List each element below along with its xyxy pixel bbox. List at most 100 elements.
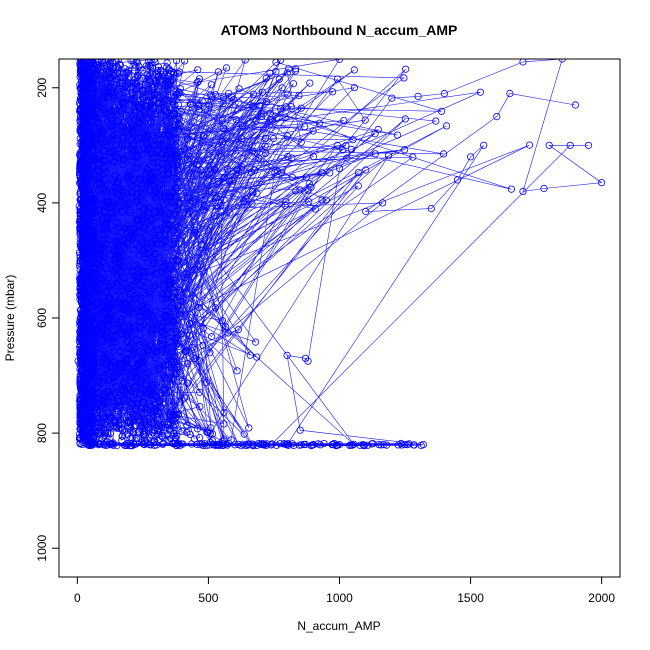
data-point <box>85 385 93 393</box>
data-point <box>191 266 199 274</box>
data-point <box>132 125 140 133</box>
data-point <box>156 403 164 411</box>
data-point <box>171 244 179 252</box>
data-point <box>129 139 137 147</box>
data-point <box>181 347 190 355</box>
data-point <box>271 169 279 177</box>
data-point <box>151 250 159 258</box>
data-point <box>388 94 396 102</box>
data-point <box>108 122 116 130</box>
data-point <box>165 373 173 381</box>
data-point <box>333 75 342 83</box>
data-point <box>140 398 148 406</box>
data-point <box>103 289 111 297</box>
data-point <box>165 280 174 288</box>
data-point <box>175 200 183 208</box>
data-point <box>302 173 311 181</box>
data-point <box>249 102 257 111</box>
data-point <box>169 401 177 409</box>
data-point <box>195 100 203 109</box>
data-point <box>135 62 143 70</box>
data-point <box>154 145 162 154</box>
data-point <box>86 204 94 212</box>
data-point <box>165 418 173 426</box>
data-point <box>156 383 164 391</box>
data-point <box>77 184 86 192</box>
data-point <box>89 77 97 85</box>
data-point <box>168 301 176 309</box>
data-point <box>77 196 85 204</box>
data-point <box>138 247 146 255</box>
data-point <box>401 115 409 123</box>
data-point <box>127 301 136 309</box>
data-point <box>164 266 172 275</box>
data-point <box>188 132 196 141</box>
data-point <box>172 175 180 183</box>
data-point <box>211 166 219 174</box>
data-point <box>107 107 115 115</box>
data-point <box>189 198 197 206</box>
data-point <box>109 64 117 72</box>
data-point <box>159 165 167 173</box>
data-point <box>133 382 141 390</box>
data-point <box>149 119 158 127</box>
data-point <box>117 365 125 373</box>
data-point <box>89 140 97 148</box>
data-point <box>196 402 204 411</box>
data-point <box>76 249 84 257</box>
data-point <box>132 59 140 66</box>
data-point <box>91 140 99 148</box>
data-point <box>80 147 88 155</box>
data-point <box>126 168 134 176</box>
data-point <box>127 426 135 435</box>
data-point <box>93 373 102 381</box>
data-point <box>138 375 146 383</box>
data-point <box>158 346 166 354</box>
data-point <box>76 257 85 265</box>
data-point <box>275 75 283 83</box>
data-point <box>145 204 153 212</box>
data-point <box>137 359 145 367</box>
data-point <box>211 195 219 203</box>
data-point <box>77 228 85 236</box>
data-point <box>107 440 115 449</box>
data-point <box>220 420 228 428</box>
data-point <box>89 366 98 374</box>
data-point <box>155 240 163 248</box>
data-point <box>154 138 162 146</box>
data-point <box>208 430 217 438</box>
data-point <box>153 141 161 150</box>
data-point <box>139 409 147 418</box>
data-point <box>181 273 189 282</box>
data-point <box>131 282 139 290</box>
data-point <box>322 196 330 204</box>
data-point <box>158 433 166 441</box>
data-point <box>81 83 89 92</box>
data-point <box>104 312 112 321</box>
data-point <box>79 102 87 110</box>
data-point <box>262 134 270 142</box>
data-point <box>172 90 181 98</box>
data-point <box>339 146 347 154</box>
data-point <box>96 201 104 209</box>
data-point <box>140 283 148 291</box>
data-point <box>124 343 133 352</box>
data-point <box>161 213 169 221</box>
data-point <box>99 380 107 388</box>
data-point <box>122 157 130 165</box>
data-point <box>121 373 129 381</box>
data-point <box>81 335 89 343</box>
data-point <box>269 134 278 143</box>
data-point <box>172 277 180 285</box>
data-point <box>205 101 213 109</box>
data-point <box>126 418 135 426</box>
data-point <box>222 323 230 331</box>
data-point <box>186 331 194 339</box>
data-point <box>124 385 132 394</box>
x-tick-label: 1500 <box>457 591 484 605</box>
data-point <box>301 123 309 131</box>
data-point <box>117 389 125 397</box>
data-point <box>147 119 155 127</box>
data-point <box>143 303 152 311</box>
data-point <box>79 378 88 387</box>
